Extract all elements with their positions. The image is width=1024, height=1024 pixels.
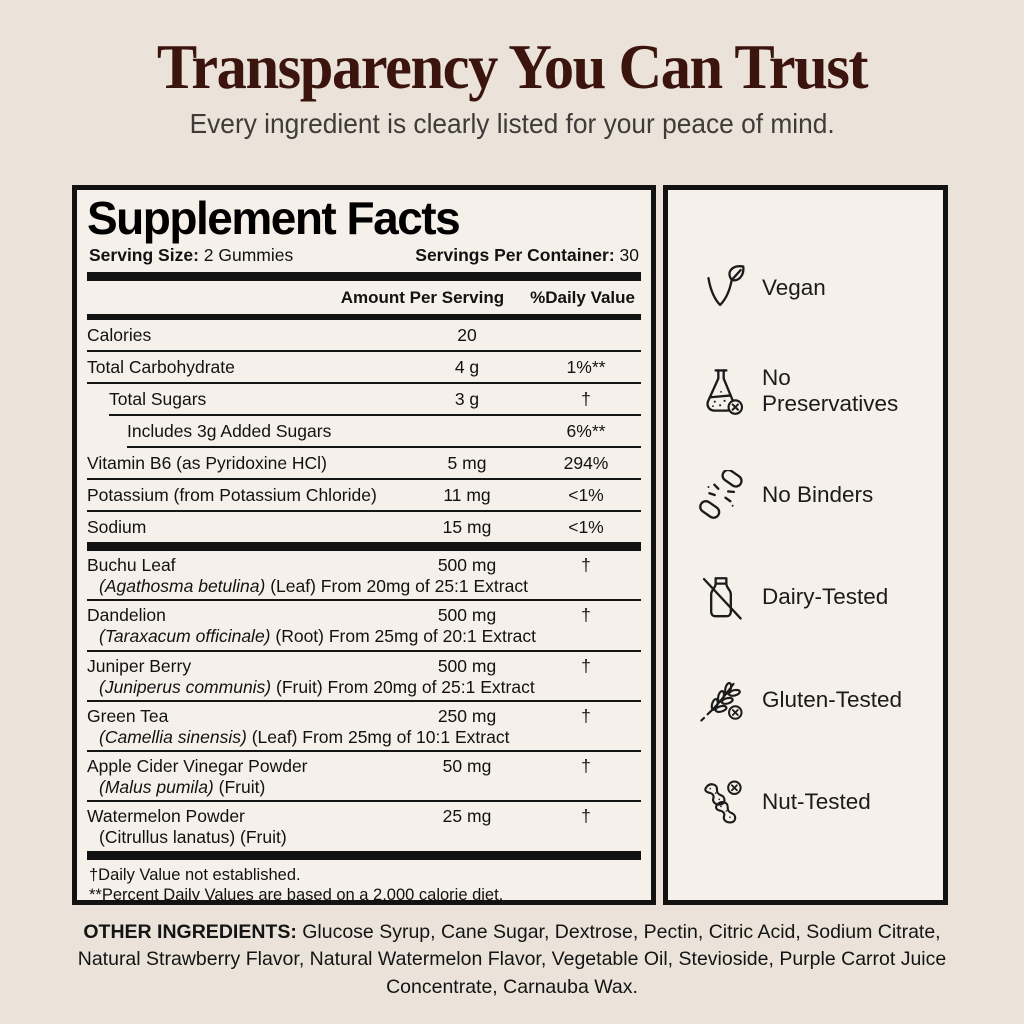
botanical-detail: (Taraxacum officinale) (Root) From 25mg … — [99, 626, 537, 647]
badge-label: No Binders — [762, 481, 874, 507]
badge-no-binders: No Binders — [696, 469, 931, 520]
botanical-detail: (Juniperus communis) (Fruit) From 20mg o… — [99, 676, 535, 697]
botanical-dv: † — [581, 555, 591, 575]
wheat-icon — [696, 675, 746, 725]
table-row-calories: Calories 20 — [87, 320, 641, 352]
footnotes: †Daily Value not established. **Percent … — [87, 860, 641, 906]
nutrient-amount: 4 g — [454, 357, 480, 377]
badge-label: No Preservatives — [762, 365, 899, 417]
column-header-amount: Amount Per Serving — [340, 288, 505, 307]
nutrient-dv: <1% — [568, 517, 604, 537]
thick-divider — [87, 850, 641, 860]
other-ingredients-label: OTHER INGREDIENTS: — [83, 921, 297, 943]
botanical-dv: † — [581, 806, 591, 827]
nutrient-label: Potassium (from Potassium Chloride) — [87, 485, 377, 506]
botanical-amount: 500 mg — [437, 605, 497, 626]
nutrient-label: Vitamin B6 (as Pyridoxine HCl) — [87, 453, 327, 474]
botanical-dv: † — [581, 605, 591, 626]
nutrient-amount: 15 mg — [442, 517, 492, 537]
page-title: Transparency You Can Trust — [156, 32, 869, 102]
table-row-vitamin-b6: Vitamin B6 (as Pyridoxine HCl) 5 mg 294% — [87, 448, 641, 480]
table-row-added-sugars: Includes 3g Added Sugars 6%** — [127, 416, 641, 448]
serving-info-row: Serving Size: 2 Gummies Servings Per Con… — [87, 245, 641, 272]
supplement-facts-title: Supplement Facts — [87, 192, 461, 244]
milk-icon — [696, 572, 746, 622]
badge-label: Gluten-Tested — [762, 686, 903, 712]
botanical-name: Watermelon Powder — [87, 806, 245, 827]
nutrient-amount: 20 — [457, 325, 477, 345]
botanical-name: Apple Cider Vinegar Powder — [87, 756, 308, 776]
table-row-buchu-leaf: Buchu Leaf 500 mg † (Agathosma betulina)… — [87, 551, 641, 602]
nutrient-dv: 1%** — [566, 357, 606, 377]
peanut-icon — [696, 777, 746, 827]
footnote-dagger: †Daily Value not established. — [89, 865, 301, 884]
flask-icon — [696, 366, 746, 416]
footnote-daily-values: **Percent Daily Values are based on a 2,… — [89, 886, 504, 905]
table-row-watermelon-powder: Watermelon Powder 25 mg † (Citrullus lan… — [87, 802, 641, 850]
table-row-juniper-berry: Juniper Berry 500 mg † (Juniperus commun… — [87, 652, 641, 702]
botanical-detail: (Agathosma betulina) (Leaf) From 20mg of… — [99, 576, 528, 597]
badge-nut-tested: Nut-Tested — [696, 777, 931, 827]
thick-divider — [87, 314, 641, 320]
badge-label: Nut-Tested — [762, 789, 871, 815]
nutrient-amount: 5 mg — [447, 453, 487, 473]
botanical-dv: † — [581, 705, 591, 726]
table-row-apple-cider-vinegar: Apple Cider Vinegar Powder 50 mg † (Malu… — [87, 752, 641, 803]
table-row-green-tea: Green Tea 250 mg † (Camellia sinensis) (… — [87, 702, 641, 752]
table-row-total-carbohydrate: Total Carbohydrate 4 g 1%** — [87, 352, 641, 384]
column-headers: Amount Per Serving %Daily Value — [87, 281, 641, 314]
botanical-name: Juniper Berry — [87, 655, 192, 676]
badge-label: Vegan — [762, 274, 826, 300]
other-ingredients: OTHER INGREDIENTS: Glucose Syrup, Cane S… — [50, 919, 974, 1001]
nutrient-dv: 294% — [563, 453, 609, 473]
botanical-dv: † — [581, 756, 591, 776]
botanical-detail: (Malus pumila) (Fruit) — [99, 777, 266, 798]
table-row-total-sugars: Total Sugars 3 g † — [109, 384, 641, 416]
page-header: Transparency You Can Trust Every ingredi… — [0, 34, 1024, 140]
badge-gluten-tested: Gluten-Tested — [696, 675, 931, 725]
botanical-amount: 500 mg — [437, 555, 497, 575]
thick-divider — [87, 542, 641, 551]
table-row-sodium: Sodium 15 mg <1% — [87, 512, 641, 542]
table-row-potassium: Potassium (from Potassium Chloride) 11 m… — [87, 480, 641, 512]
nutrient-label: Sodium — [87, 517, 147, 538]
badge-label: Dairy-Tested — [762, 584, 889, 610]
nutrient-label: Includes 3g Added Sugars — [127, 421, 332, 442]
badge-dairy-tested: Dairy-Tested — [696, 572, 931, 622]
botanical-amount: 50 mg — [442, 756, 492, 776]
botanical-name: Green Tea — [87, 705, 169, 726]
thick-divider — [87, 272, 641, 281]
badge-no-preservatives: No Preservatives — [696, 365, 931, 417]
botanical-amount: 500 mg — [437, 655, 497, 676]
botanical-detail: (Citrullus lanatus) (Fruit) — [99, 827, 287, 848]
column-header-dv: %Daily Value — [530, 288, 635, 307]
botanical-name: Dandelion — [87, 605, 166, 626]
other-ingredients-text: Glucose Syrup, Cane Sugar, Dextrose, Pec… — [77, 921, 947, 998]
feature-badges-panel: Vegan No Preservatives — [663, 185, 948, 905]
nutrient-dv: 6%** — [566, 421, 606, 441]
nutrient-amount: 3 g — [454, 389, 480, 409]
nutrient-label: Calories — [87, 325, 152, 346]
badge-vegan: Vegan — [696, 263, 931, 313]
table-row-dandelion: Dandelion 500 mg † (Taraxacum officinale… — [87, 601, 641, 652]
nutrient-dv: <1% — [568, 485, 604, 505]
broken-chain-icon — [696, 469, 746, 520]
supplement-facts-panel: Supplement Facts Serving Size: 2 Gummies… — [72, 185, 656, 905]
nutrient-amount: 11 mg — [443, 485, 491, 505]
botanical-name: Buchu Leaf — [87, 555, 176, 575]
nutrient-label: Total Carbohydrate — [87, 357, 235, 378]
nutrient-label: Total Sugars — [109, 389, 207, 410]
serving-size: Serving Size: 2 Gummies — [89, 245, 294, 265]
botanical-amount: 25 mg — [442, 806, 492, 827]
servings-per-container: Servings Per Container: 30 — [415, 245, 639, 265]
leaf-icon — [696, 263, 746, 313]
botanical-amount: 250 mg — [437, 705, 497, 726]
nutrient-dv: † — [581, 389, 591, 409]
botanical-detail: (Camellia sinensis) (Leaf) From 25mg of … — [99, 726, 510, 747]
botanical-dv: † — [581, 655, 591, 676]
page-subtitle: Every ingredient is clearly listed for y… — [189, 108, 835, 140]
